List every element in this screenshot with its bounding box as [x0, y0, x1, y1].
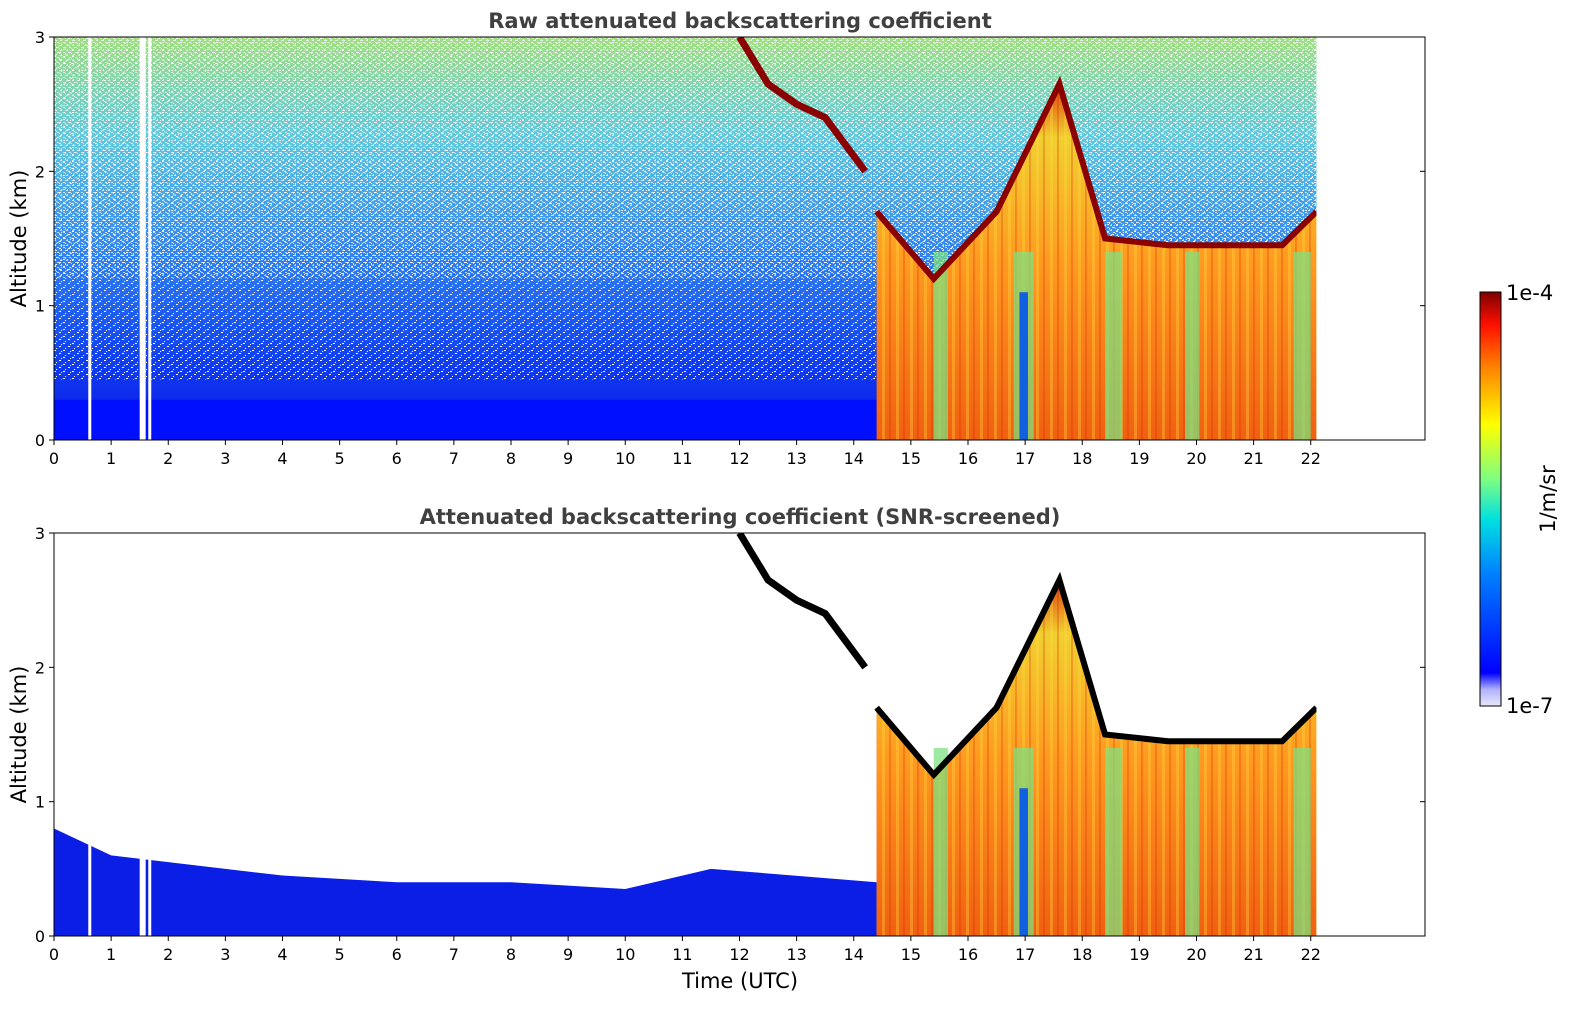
x-tick-label: 13	[786, 449, 806, 468]
x-tick-label: 7	[449, 449, 459, 468]
x-tick-label: 11	[672, 945, 692, 964]
data-gap	[148, 37, 152, 440]
fog-clear-streak	[1105, 747, 1123, 936]
x-tick-label: 0	[49, 945, 59, 964]
y-tick-label: 1	[35, 793, 45, 812]
x-tick-label: 1	[106, 449, 116, 468]
fog-texture	[876, 580, 1317, 936]
x-tick-label: 20	[1186, 945, 1206, 964]
x-tick-label: 19	[1129, 449, 1149, 468]
x-tick-label: 4	[277, 449, 287, 468]
colorbar: 1e-4 1e-7 1/m/sr	[1479, 281, 1560, 718]
x-axis-label: Time (UTC)	[681, 969, 798, 993]
heatmap-image	[54, 533, 1425, 936]
y-tick-label: 0	[35, 927, 45, 946]
fog-texture	[876, 84, 1317, 440]
x-tick-label: 7	[449, 945, 459, 964]
data-gap	[139, 533, 146, 936]
x-tick-label: 9	[563, 449, 573, 468]
panel-title: Raw attenuated backscattering coefficien…	[488, 9, 992, 33]
x-tick-label: 1	[106, 945, 116, 964]
x-tick-label: 11	[672, 449, 692, 468]
no-data-region	[1316, 533, 1425, 936]
x-tick-label: 0	[49, 449, 59, 468]
data-gap	[139, 37, 146, 440]
x-tick-label: 16	[958, 945, 978, 964]
x-tick-label: 10	[615, 449, 635, 468]
cloud-top-line	[874, 571, 1319, 780]
x-tick-label: 17	[1015, 945, 1035, 964]
cloud-top-line	[874, 75, 1319, 284]
colorbar-max-label: 1e-4	[1506, 281, 1553, 305]
fog-clear-streak	[1293, 251, 1311, 440]
x-tick-label: 10	[615, 945, 635, 964]
y-axis-label: Altitude (km)	[7, 170, 31, 308]
x-tick-label: 14	[844, 449, 864, 468]
x-tick-label: 19	[1129, 945, 1149, 964]
fog-gap-streak	[1019, 788, 1028, 936]
colorbar-min-label: 1e-7	[1506, 694, 1553, 718]
x-tick-label: 3	[220, 945, 230, 964]
x-tick-label: 2	[163, 945, 173, 964]
descending-layer	[736, 533, 868, 670]
x-tick-label: 15	[901, 945, 921, 964]
data-gap	[88, 37, 92, 440]
colorbar-gradient	[1479, 291, 1502, 707]
fog-gap-streak	[1019, 292, 1028, 440]
surface-layer	[54, 399, 877, 440]
heatmap-image	[54, 37, 1425, 440]
raw-backscatter-panel: 0 1 2 3 4 5 6 7 8 9 10 11 12 13 14 15 16 17 18 19 20 21 220123…	[7, 9, 1426, 468]
data-gap	[88, 533, 92, 936]
x-tick-label: 22	[1301, 945, 1321, 964]
x-tick-label: 2	[163, 449, 173, 468]
y-tick-label: 3	[35, 28, 45, 47]
x-tick-label: 22	[1301, 449, 1321, 468]
x-tick-label: 18	[1072, 449, 1092, 468]
x-tick-label: 12	[729, 449, 749, 468]
x-tick-label: 21	[1243, 449, 1263, 468]
y-tick-label: 2	[35, 658, 45, 677]
y-tick-label: 1	[35, 297, 45, 316]
fog-clear-streak	[1185, 251, 1200, 440]
x-tick-label: 3	[220, 449, 230, 468]
fog-clear-streak	[933, 747, 949, 936]
x-tick-label: 12	[729, 945, 749, 964]
fog-clear-streak	[1185, 747, 1200, 936]
x-tick-label: 4	[277, 945, 287, 964]
descending-layer	[736, 37, 868, 174]
panel-title: Attenuated backscattering coefficient (S…	[420, 505, 1061, 529]
data-gap	[148, 533, 152, 936]
x-tick-label: 18	[1072, 945, 1092, 964]
fog-clear-streak	[1105, 251, 1123, 440]
x-tick-label: 16	[958, 449, 978, 468]
screened-backscatter-panel: 0 1 2 3 4 5 6 7 8 9 10 11 12 13 14 15 16 17 18 19 20 21 220123…	[7, 505, 1426, 993]
no-data-region	[1316, 37, 1425, 440]
y-axis-label: Altitude (km)	[7, 666, 31, 804]
boundary-layer	[54, 828, 877, 936]
colorbar-unit-label: 1/m/sr	[1536, 465, 1560, 533]
x-tick-label: 15	[901, 449, 921, 468]
fog-clear-streak	[1293, 747, 1311, 936]
x-tick-label: 9	[563, 945, 573, 964]
x-tick-label: 8	[506, 945, 516, 964]
x-tick-label: 13	[786, 945, 806, 964]
x-tick-label: 17	[1015, 449, 1035, 468]
x-tick-label: 6	[392, 449, 402, 468]
x-tick-label: 20	[1186, 449, 1206, 468]
fog-clear-streak	[933, 251, 949, 440]
x-tick-label: 8	[506, 449, 516, 468]
x-tick-label: 5	[335, 449, 345, 468]
x-tick-label: 21	[1243, 945, 1263, 964]
y-tick-label: 2	[35, 162, 45, 181]
x-tick-label: 5	[335, 945, 345, 964]
x-tick-label: 14	[844, 945, 864, 964]
x-tick-label: 6	[392, 945, 402, 964]
y-tick-label: 0	[35, 431, 45, 450]
y-tick-label: 3	[35, 524, 45, 543]
